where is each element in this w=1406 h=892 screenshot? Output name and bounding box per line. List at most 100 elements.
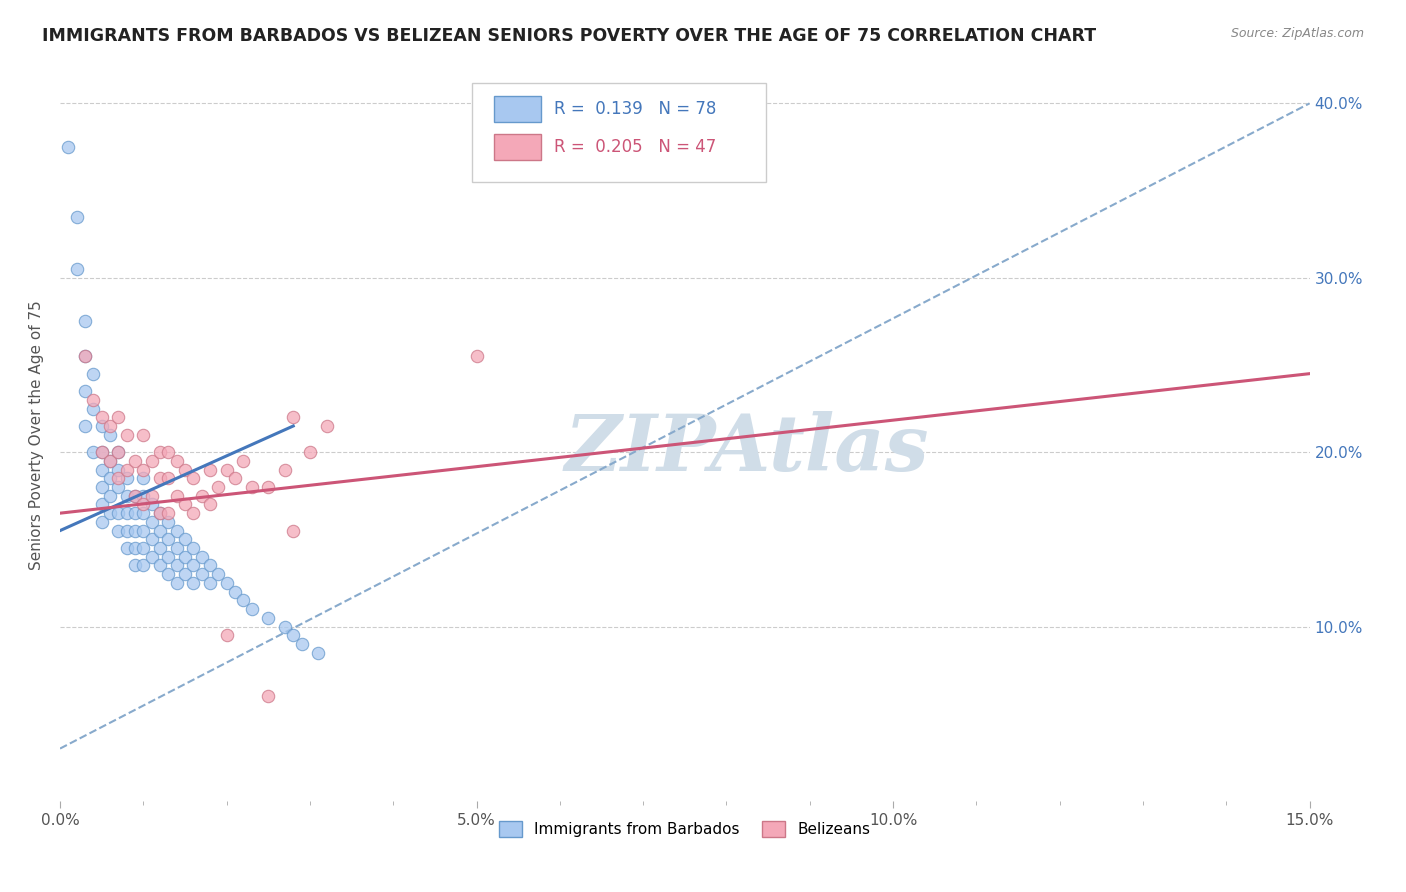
Point [190,549,212,564]
Point [132,541,155,555]
Point [98,471,121,485]
Point [198,498,221,512]
Point [73,384,96,398]
Point [66,210,89,224]
Point [132,506,155,520]
Point [115,524,138,538]
Point [66,262,89,277]
Point [166,558,188,573]
Point [240,480,263,494]
Point [132,558,155,573]
Point [207,480,229,494]
Point [107,445,129,459]
Point [132,524,155,538]
Point [124,558,146,573]
Point [115,506,138,520]
Point [107,471,129,485]
Point [157,471,180,485]
Point [115,489,138,503]
Point [274,619,297,633]
Point [224,471,246,485]
Point [98,489,121,503]
Point [132,498,155,512]
Point [232,593,254,607]
Point [149,506,172,520]
Point [166,575,188,590]
Point [181,575,204,590]
Point [124,524,146,538]
Point [90,498,112,512]
Point [174,498,197,512]
Point [124,489,146,503]
Point [181,541,204,555]
Point [215,628,238,642]
Point [207,567,229,582]
Legend: Immigrants from Barbados, Belizeans: Immigrants from Barbados, Belizeans [491,814,879,845]
FancyBboxPatch shape [494,95,541,122]
Point [82,445,104,459]
Point [115,471,138,485]
Point [90,445,112,459]
Point [141,549,163,564]
Y-axis label: Seniors Poverty Over the Age of 75: Seniors Poverty Over the Age of 75 [30,300,44,570]
Text: R =  0.139   N = 78: R = 0.139 N = 78 [554,100,716,118]
Text: R =  0.205   N = 47: R = 0.205 N = 47 [554,138,716,156]
Point [141,489,163,503]
Point [283,410,305,425]
Point [240,602,263,616]
Point [149,558,172,573]
Point [115,427,138,442]
Point [90,445,112,459]
Point [257,611,280,625]
Point [198,575,221,590]
Point [124,541,146,555]
Point [274,462,297,476]
Point [174,462,197,476]
Point [115,541,138,555]
Point [107,480,129,494]
Point [107,462,129,476]
Point [98,427,121,442]
Point [174,549,197,564]
Point [107,506,129,520]
Point [82,401,104,416]
Point [82,367,104,381]
Point [257,480,280,494]
Point [132,462,155,476]
Point [98,506,121,520]
Point [174,567,197,582]
Point [315,419,337,434]
Point [149,471,172,485]
Point [98,454,121,468]
Point [190,567,212,582]
Point [166,524,188,538]
Text: ZIPAtlas: ZIPAtlas [565,411,929,488]
Point [166,489,188,503]
Point [166,454,188,468]
Point [283,628,305,642]
Point [157,506,180,520]
Point [73,419,96,434]
Point [98,454,121,468]
Point [149,524,172,538]
Point [98,419,121,434]
Point [157,549,180,564]
FancyBboxPatch shape [494,134,541,160]
Point [73,349,96,363]
Point [157,515,180,529]
Point [157,567,180,582]
Point [58,140,80,154]
Point [157,445,180,459]
Point [141,454,163,468]
Point [307,646,329,660]
Point [149,445,172,459]
Point [149,541,172,555]
Point [181,558,204,573]
Point [174,533,197,547]
Point [90,515,112,529]
Point [232,454,254,468]
Point [291,637,314,651]
Point [190,489,212,503]
Point [132,427,155,442]
Point [124,506,146,520]
